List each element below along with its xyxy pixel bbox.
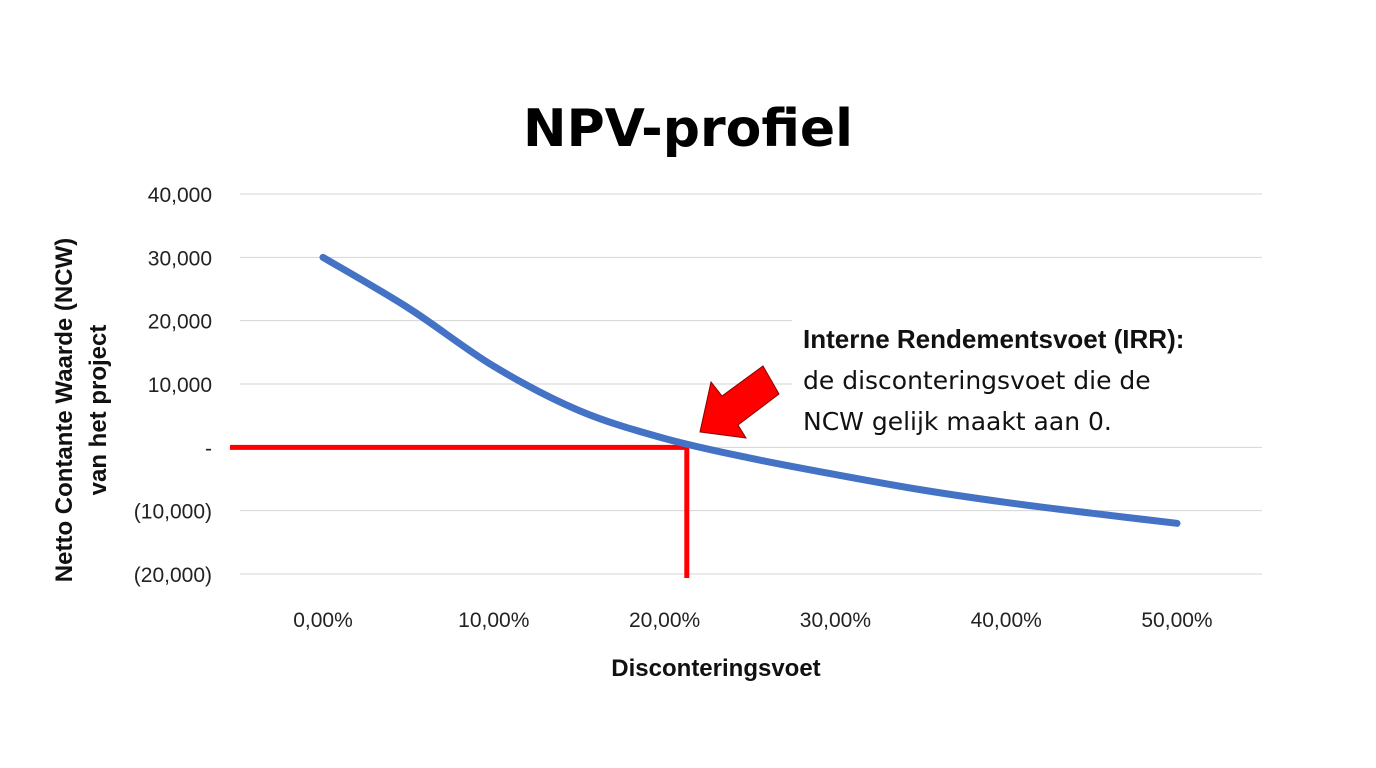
- npv-series-line: [319, 253, 1181, 527]
- annotation-heading: Interne Rendementsvoet (IRR):: [803, 324, 1184, 354]
- x-tick-label: 50,00%: [1141, 609, 1212, 632]
- x-tick-labels: 0,00% 10,00% 20,00% 30,00% 40,00% 50,00%: [293, 609, 1212, 632]
- y-axis-label-line-1: Netto Contante Waarde (NCW): [51, 238, 78, 582]
- x-tick-label: 10,00%: [458, 609, 529, 632]
- y-tick-label: (20,000): [134, 564, 212, 587]
- x-tick-label: 40,00%: [971, 609, 1042, 632]
- annotation-line-1: de disconteringsvoet die de: [803, 366, 1151, 395]
- x-tick-label: 30,00%: [800, 609, 871, 632]
- y-tick-label: -: [205, 437, 212, 460]
- y-tick-label: (10,000): [134, 501, 212, 524]
- y-tick-label: 30,000: [148, 247, 212, 270]
- x-axis-label: Disconteringsvoet: [611, 655, 820, 682]
- y-axis-label: Netto Contante Waarde (NCW) van het proj…: [51, 238, 112, 582]
- y-axis-label-line-2: van het project: [85, 325, 112, 496]
- x-tick-label: 20,00%: [629, 609, 700, 632]
- annotation-background: [792, 310, 1272, 440]
- y-tick-label: 10,000: [148, 374, 212, 397]
- irr-arrow: [699, 365, 780, 439]
- y-tick-labels: 40,000 30,000 20,000 10,000 - (10,000) (20,000…: [134, 184, 212, 587]
- y-tick-label: 20,000: [148, 311, 212, 334]
- irr-marker-lines: [230, 444, 690, 578]
- x-tick-label: 0,00%: [293, 609, 353, 632]
- chart-title: NPV-profiel: [523, 99, 853, 159]
- y-tick-label: 40,000: [148, 184, 212, 207]
- annotation-line-2: NCW gelijk maakt aan 0.: [803, 407, 1112, 436]
